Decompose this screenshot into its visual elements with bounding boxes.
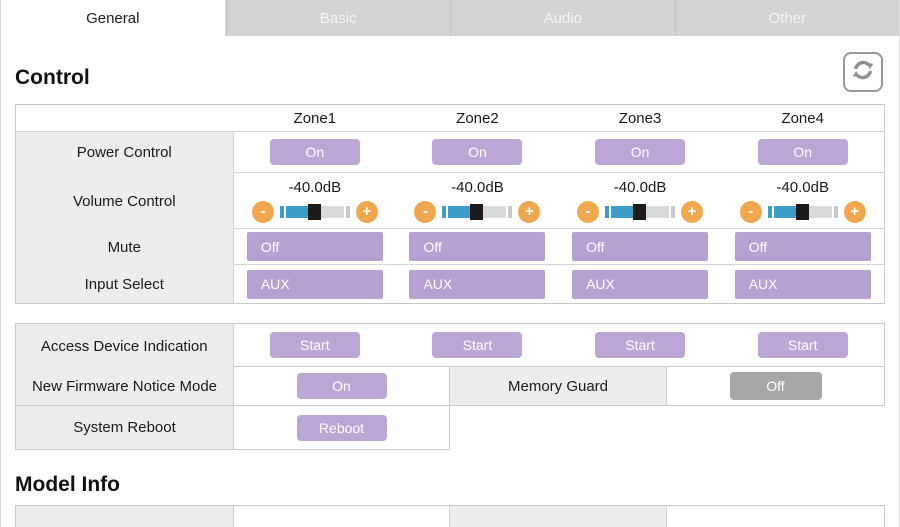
slider-fill: [611, 205, 634, 218]
slider-right-cap: [508, 205, 513, 218]
power-control-row: Power Control On On On On: [16, 132, 884, 173]
system-reboot-row: System Reboot Reboot: [15, 406, 450, 450]
model-info-label-cell: [16, 506, 234, 527]
access-zone1-start-button[interactable]: Start: [269, 332, 360, 358]
volume-zone1-minus-button[interactable]: -: [251, 200, 274, 223]
zone1-header: Zone1: [293, 109, 337, 127]
volume-zone1-slider[interactable]: [285, 203, 344, 220]
volume-zone3-value: -40.0dB: [613, 178, 667, 196]
slider-right-cap: [345, 205, 350, 218]
slider-fill: [448, 205, 471, 218]
volume-zone2-slider[interactable]: [448, 203, 507, 220]
firmware-label: New Firmware Notice Mode: [16, 367, 234, 405]
memory-guard-label: Memory Guard: [450, 367, 667, 405]
slider-thumb[interactable]: [795, 203, 809, 220]
input-select-row: Input Select AUX AUX AUX AUX: [16, 265, 884, 303]
input-select-label: Input Select: [16, 265, 234, 303]
refresh-icon: [850, 57, 876, 88]
input-zone2-select[interactable]: AUX: [409, 269, 546, 299]
input-zone1-select[interactable]: AUX: [246, 269, 383, 299]
mute-zone3-select[interactable]: Off: [572, 232, 709, 261]
power-zone2-button[interactable]: On: [432, 139, 523, 165]
zone-header-row: Zone1 Zone2 Zone3 Zone4: [16, 105, 884, 132]
control-section-title: Control: [15, 66, 90, 89]
power-zone4-button[interactable]: On: [757, 139, 848, 165]
access-zone2-start-button[interactable]: Start: [432, 332, 523, 358]
firmware-memoryguard-row: New Firmware Notice Mode On Memory Guard…: [15, 367, 885, 406]
volume-zone3-slider[interactable]: [611, 203, 670, 220]
zone4-header: Zone4: [781, 109, 824, 127]
access-zone3-start-button[interactable]: Start: [595, 332, 686, 358]
volume-zone2-value: -40.0dB: [451, 178, 504, 196]
access-device-label: Access Device Indication: [16, 324, 234, 368]
volume-control-row: Volume Control -40.0dB - + -40.0dB: [16, 173, 884, 229]
zone2-header: Zone2: [456, 109, 499, 127]
volume-zone4: -40.0dB - +: [721, 173, 884, 228]
slider-right-cap: [833, 205, 838, 218]
model-info-label-cell: [450, 506, 667, 527]
mute-label: Mute: [16, 229, 234, 265]
volume-zone3-plus-button[interactable]: +: [681, 200, 704, 223]
firmware-on-button[interactable]: On: [296, 373, 387, 399]
volume-zone3: -40.0dB - +: [559, 173, 722, 228]
refresh-button[interactable]: [843, 52, 883, 92]
memory-guard-off-button[interactable]: Off: [729, 372, 822, 400]
volume-zone1-plus-button[interactable]: +: [355, 200, 378, 223]
access-zone4-start-button[interactable]: Start: [757, 332, 848, 358]
slider-left-cap: [605, 205, 610, 218]
slider-left-cap: [767, 205, 772, 218]
model-info-value-cell: [234, 506, 450, 527]
control-table: Zone1 Zone2 Zone3 Zone4 Power Control On…: [15, 104, 885, 304]
misc-table: Access Device Indication Start Start Sta…: [15, 323, 885, 450]
tab-bar: General Basic Audio Other: [1, 0, 899, 36]
slider-right-cap: [671, 205, 676, 218]
model-info-section-title: Model Info: [15, 473, 120, 496]
tab-general[interactable]: General: [1, 0, 226, 36]
input-zone3-select[interactable]: AUX: [572, 269, 709, 299]
mute-zone4-select[interactable]: Off: [734, 232, 871, 261]
firmware-cell-group: New Firmware Notice Mode On: [15, 367, 450, 406]
volume-zone2-minus-button[interactable]: -: [414, 200, 437, 223]
mute-zone1-select[interactable]: Off: [246, 232, 383, 261]
tab-audio[interactable]: Audio: [450, 0, 675, 36]
power-zone1-button[interactable]: On: [269, 139, 360, 165]
slider-fill: [285, 205, 308, 218]
volume-zone4-plus-button[interactable]: +: [843, 200, 866, 223]
zone3-header: Zone3: [618, 109, 662, 127]
memory-guard-cell-group: Memory Guard Off: [450, 367, 885, 406]
volume-zone1-value: -40.0dB: [288, 178, 342, 196]
model-info-value-cell: [667, 506, 885, 527]
system-reboot-label: System Reboot: [16, 406, 234, 449]
model-info-table: [15, 505, 885, 527]
input-zone4-select[interactable]: AUX: [734, 269, 871, 299]
mute-row: Mute Off Off Off Off: [16, 229, 884, 265]
volume-zone2: -40.0dB - +: [396, 173, 559, 228]
slider-thumb[interactable]: [307, 203, 321, 220]
volume-zone2-plus-button[interactable]: +: [518, 200, 541, 223]
tab-other[interactable]: Other: [674, 0, 899, 36]
volume-zone4-value: -40.0dB: [776, 178, 829, 196]
system-reboot-button[interactable]: Reboot: [296, 414, 387, 441]
volume-control-label: Volume Control: [16, 173, 234, 229]
power-zone3-button[interactable]: On: [595, 139, 686, 165]
power-control-label: Power Control: [16, 132, 234, 173]
slider-left-cap: [442, 205, 447, 218]
access-device-row: Access Device Indication Start Start Sta…: [15, 323, 885, 368]
slider-left-cap: [279, 205, 284, 218]
volume-zone4-minus-button[interactable]: -: [739, 200, 762, 223]
volume-zone4-slider[interactable]: [773, 203, 832, 220]
mute-zone2-select[interactable]: Off: [409, 232, 546, 261]
slider-thumb[interactable]: [633, 203, 647, 220]
slider-thumb[interactable]: [470, 203, 484, 220]
slider-fill: [773, 205, 796, 218]
volume-zone3-minus-button[interactable]: -: [577, 200, 600, 223]
tab-basic[interactable]: Basic: [225, 0, 450, 36]
volume-zone1: -40.0dB - +: [234, 173, 397, 228]
